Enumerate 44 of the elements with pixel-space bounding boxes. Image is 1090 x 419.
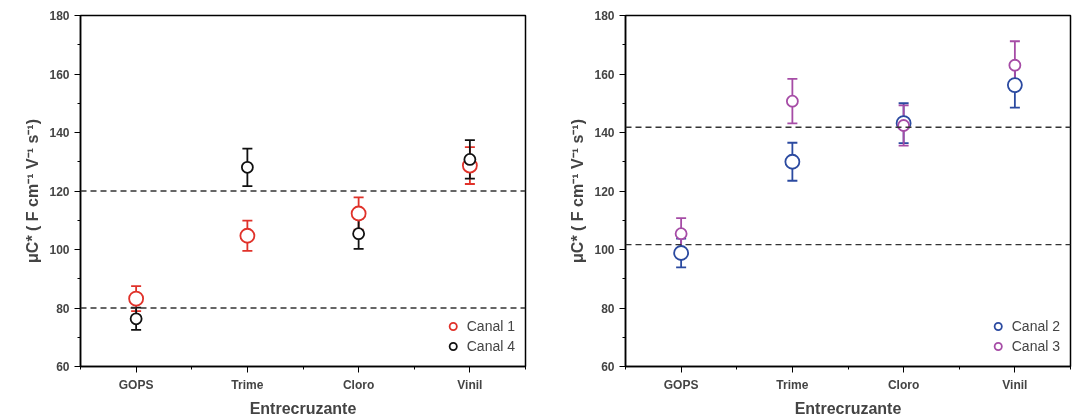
point [1008, 58, 1022, 72]
x-tick-label: Vinil [1002, 377, 1028, 392]
x-axis-title: Entrecruzante [249, 399, 357, 417]
x-tick-label: Vinil [457, 377, 483, 392]
x-tick-label: Trime [231, 377, 264, 392]
y-tick-label: 120 [594, 184, 615, 199]
x-tick-label: Trime [776, 377, 809, 392]
legend-label: Canal 4 [466, 338, 515, 354]
point [784, 153, 801, 170]
y-tick-label: 60 [601, 360, 615, 374]
y-tick-label: 180 [49, 9, 70, 23]
y-tick-label: 100 [594, 243, 615, 257]
point [673, 245, 690, 261]
y-tick-label: 80 [56, 301, 70, 316]
point [240, 160, 254, 174]
y-axis-title: μC* ( F cm⁻¹ V⁻¹ s⁻¹) [569, 119, 587, 263]
x-tick-label: Cloro [887, 377, 920, 392]
y-tick-label: 180 [594, 9, 615, 23]
point [463, 153, 477, 166]
y-tick-label: 100 [49, 243, 70, 257]
x-tick-label: Cloro [342, 377, 375, 392]
point [239, 227, 256, 244]
point [128, 290, 145, 307]
x-axis-title: Entrecruzante [794, 399, 902, 417]
y-tick-label: 140 [594, 126, 615, 140]
y-tick-label: 60 [56, 360, 70, 374]
point [129, 312, 143, 326]
y-tick-label: 80 [601, 301, 615, 316]
y-tick-label: 120 [49, 184, 70, 199]
y-tick-label: 140 [49, 126, 70, 140]
legend-label: Canal 3 [1011, 338, 1060, 354]
y-tick-label: 160 [594, 67, 615, 82]
x-tick-label: GOPS [663, 377, 699, 392]
point [350, 205, 367, 222]
legend-label: Canal 1 [466, 318, 515, 334]
y-tick-label: 160 [49, 67, 70, 82]
point [674, 227, 688, 241]
point [897, 119, 911, 132]
point [352, 227, 366, 241]
point [785, 94, 799, 108]
y-axis-title: μC* ( F cm⁻¹ V⁻¹ s⁻¹) [24, 119, 42, 263]
legend-label: Canal 2 [1011, 318, 1060, 334]
x-tick-label: GOPS [118, 377, 154, 392]
point [1006, 77, 1023, 93]
